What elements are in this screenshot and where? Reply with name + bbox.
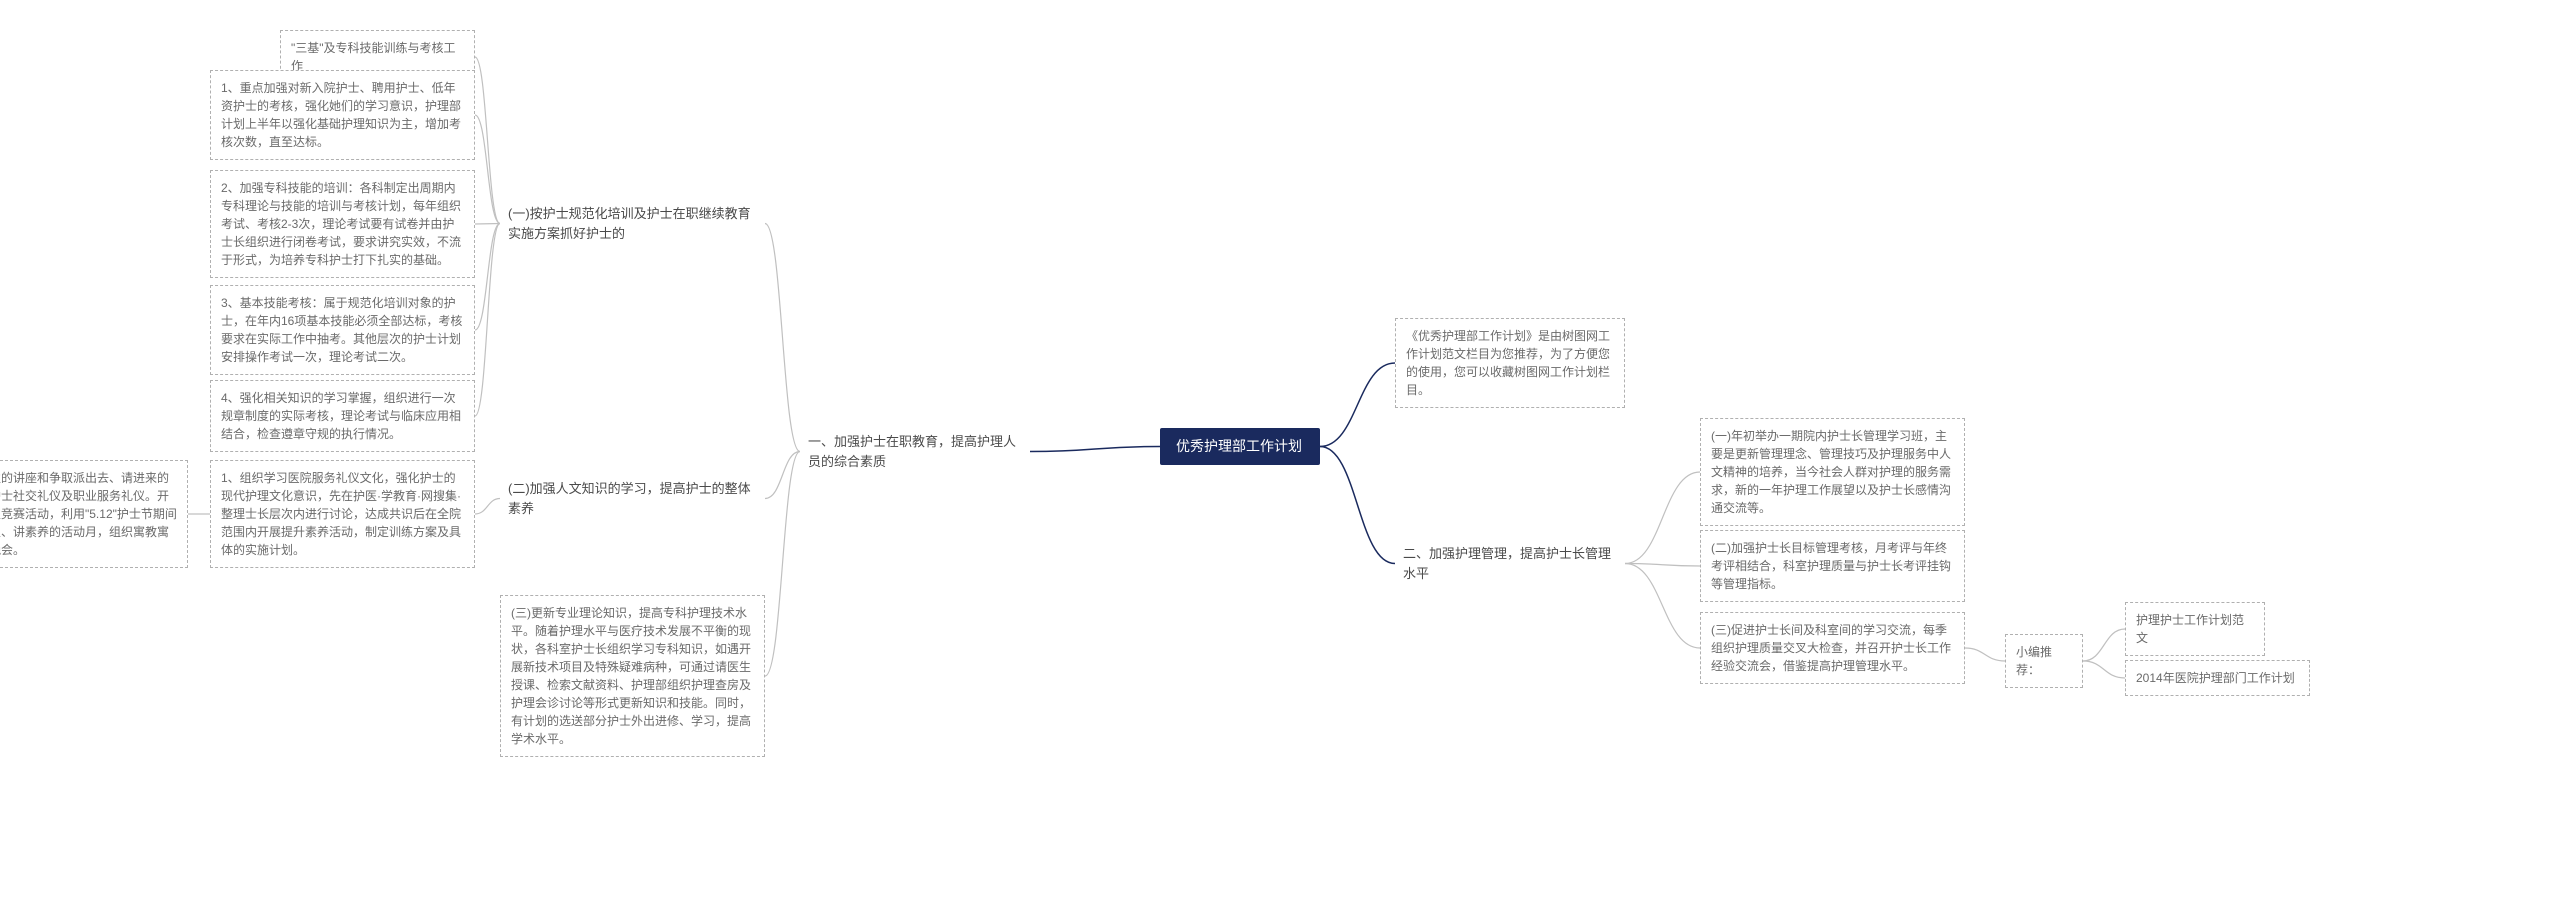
node-text: 4、强化相关知识的学习掌握，组织进行一次规章制度的实际考核，理论考试与临床应用相… — [221, 391, 461, 441]
node-text: 2、加强专科技能的培训：各科制定出周期内专科理论与技能的培训与考核计划，每年组织… — [221, 181, 461, 267]
edge-sec1-s1c — [765, 452, 800, 677]
edge-s2c-rec — [1965, 648, 2005, 661]
mindmap-node-s1a2: 2、加强专科技能的培训：各科制定出周期内专科理论与技能的培训与考核计划，每年组织… — [210, 170, 475, 278]
mindmap-node-s1b1a: 安排全院性的讲座和争取派出去、请进来的方式学习护士社交礼仪及职业服务礼仪。开展护… — [0, 460, 188, 568]
node-text: "三基"及专科技能训练与考核工作 — [291, 41, 456, 73]
edge-rec-rec2 — [2083, 661, 2125, 678]
edge-s1a-s1a4 — [475, 224, 500, 417]
node-text: 《优秀护理部工作计划》是由树图网工作计划范文栏目为您推荐，为了方便您的使用，您可… — [1406, 329, 1610, 397]
node-text: (三)更新专业理论知识，提高专科护理技术水平。随着护理水平与医疗技术发展不平衡的… — [511, 606, 751, 746]
edge-sec2-s2c — [1625, 564, 1700, 649]
node-text: 护理护士工作计划范文 — [2136, 613, 2244, 645]
edge-sec2-s2b — [1625, 564, 1700, 567]
node-text: 小编推荐： — [2016, 645, 2052, 677]
mindmap-node-s1c: (三)更新专业理论知识，提高专科护理技术水平。随着护理水平与医疗技术发展不平衡的… — [500, 595, 765, 757]
mindmap-node-s1a4: 4、强化相关知识的学习掌握，组织进行一次规章制度的实际考核，理论考试与临床应用相… — [210, 380, 475, 452]
edge-sec1-s1b — [765, 452, 800, 499]
node-text: (二)加强护士长目标管理考核，月考评与年终考评相结合，科室护理质量与护士长考评挂… — [1711, 541, 1951, 591]
edge-s1a-s1a1 — [475, 115, 500, 224]
mindmap-node-s2b: (二)加强护士长目标管理考核，月考评与年终考评相结合，科室护理质量与护士长考评挂… — [1700, 530, 1965, 602]
edge-s1a-s1a3 — [475, 224, 500, 331]
mindmap-node-rec1: 护理护士工作计划范文 — [2125, 602, 2265, 656]
edge-root-sec1 — [1030, 447, 1160, 452]
node-text: (二)加强人文知识的学习，提高护士的整体素养 — [508, 481, 751, 516]
edge-s1b-s1b1 — [475, 499, 500, 515]
node-text: (三)促进护士长间及科室间的学习交流，每季组织护理质量交叉大检查，并召开护士长工… — [1711, 623, 1951, 673]
mindmap-node-s1a3: 3、基本技能考核：属于规范化培训对象的护士，在年内16项基本技能必须全部达标，考… — [210, 285, 475, 375]
node-text: (一)按护士规范化培训及护士在职继续教育实施方案抓好护士的 — [508, 206, 751, 241]
mindmap-node-sec2: 二、加强护理管理，提高护士长管理水平 — [1395, 540, 1625, 587]
mindmap-node-s2c: (三)促进护士长间及科室间的学习交流，每季组织护理质量交叉大检查，并召开护士长工… — [1700, 612, 1965, 684]
mindmap-node-rec2: 2014年医院护理部门工作计划 — [2125, 660, 2310, 696]
mindmap-node-intro: 《优秀护理部工作计划》是由树图网工作计划范文栏目为您推荐，为了方便您的使用，您可… — [1395, 318, 1625, 408]
node-text: 优秀护理部工作计划 — [1176, 438, 1302, 454]
edge-root-intro — [1320, 363, 1395, 447]
edge-root-sec2 — [1320, 447, 1395, 564]
node-text: 一、加强护士在职教育，提高护理人员的综合素质 — [808, 434, 1016, 469]
edge-sec2-s2a — [1625, 472, 1700, 564]
mindmap-node-s1a1: 1、重点加强对新入院护士、聘用护士、低年资护士的考核，强化她们的学习意识，护理部… — [210, 70, 475, 160]
mindmap-node-s1b: (二)加强人文知识的学习，提高护士的整体素养 — [500, 475, 765, 522]
mindmap-node-root: 优秀护理部工作计划 — [1160, 428, 1320, 465]
edge-rec-rec1 — [2083, 629, 2125, 661]
mindmap-node-s1a: (一)按护士规范化培训及护士在职继续教育实施方案抓好护士的 — [500, 200, 765, 247]
node-text: 1、组织学习医院服务礼仪文化，强化护士的现代护理文化意识，先在护医·学教育·网搜… — [221, 471, 461, 557]
mindmap-node-sec1: 一、加强护士在职教育，提高护理人员的综合素质 — [800, 428, 1030, 475]
mindmap-node-s2a: (一)年初举办一期院内护士长管理学习班，主要是更新管理理念、管理技巧及护理服务中… — [1700, 418, 1965, 526]
mindmap-node-s1b1: 1、组织学习医院服务礼仪文化，强化护士的现代护理文化意识，先在护医·学教育·网搜… — [210, 460, 475, 568]
node-text: 二、加强护理管理，提高护士长管理水平 — [1403, 546, 1611, 581]
node-text: 1、重点加强对新入院护士、聘用护士、低年资护士的考核，强化她们的学习意识，护理部… — [221, 81, 461, 149]
mindmap-node-rec: 小编推荐： — [2005, 634, 2083, 688]
node-text: 安排全院性的讲座和争取派出去、请进来的方式学习护士社交礼仪及职业服务礼仪。开展护… — [0, 471, 177, 557]
edge-sec1-s1a — [765, 224, 800, 452]
edge-s1a-s1a2 — [475, 224, 500, 225]
edge-s1a-s1a0 — [475, 57, 500, 224]
node-text: 3、基本技能考核：属于规范化培训对象的护士，在年内16项基本技能必须全部达标，考… — [221, 296, 462, 364]
node-text: 2014年医院护理部门工作计划 — [2136, 671, 2295, 685]
node-text: (一)年初举办一期院内护士长管理学习班，主要是更新管理理念、管理技巧及护理服务中… — [1711, 429, 1951, 515]
